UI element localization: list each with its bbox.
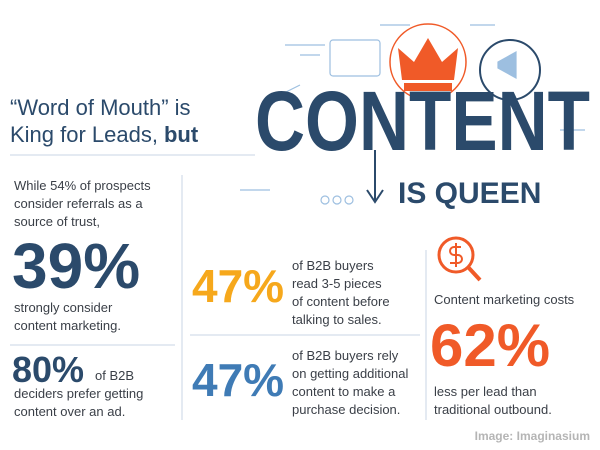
stat-text: of B2B buyers rely bbox=[292, 348, 399, 363]
stat-figure: 47% bbox=[192, 260, 284, 312]
stat-text: on getting additional bbox=[292, 366, 408, 381]
cost-icon bbox=[437, 236, 482, 282]
stat-text: content marketing. bbox=[14, 318, 121, 333]
stat-figure: 80% bbox=[12, 349, 84, 390]
stat-intro: Content marketing costs bbox=[434, 292, 575, 307]
stat-text: of B2B buyers bbox=[292, 258, 374, 273]
stat-text: of B2B bbox=[95, 368, 134, 383]
stat-text: traditional outbound. bbox=[434, 402, 552, 417]
stat-text: content over an ad. bbox=[14, 404, 125, 419]
title-word: CONTENT bbox=[255, 74, 590, 168]
crown bbox=[389, 23, 467, 101]
stat-text: deciders prefer getting bbox=[14, 386, 143, 401]
stat-intro: source of trust, bbox=[14, 214, 100, 229]
stat-text: less per lead than bbox=[434, 384, 537, 399]
header-line: King for Leads, but bbox=[10, 122, 199, 147]
credit: Image: Imaginasium bbox=[475, 429, 590, 443]
stat-figure: 62% bbox=[430, 312, 550, 379]
stat-figure: 47% bbox=[192, 354, 284, 406]
header-emphasis: but bbox=[164, 122, 199, 147]
stat-text: talking to sales. bbox=[292, 312, 382, 327]
arrow bbox=[366, 150, 384, 204]
title-subtitle: IS QUEEN bbox=[398, 177, 541, 210]
stat-text: purchase decision. bbox=[292, 402, 400, 417]
stat-text: read 3-5 pieces bbox=[292, 276, 382, 291]
header-line: “Word of Mouth” is bbox=[10, 95, 191, 120]
stat-text: of content before bbox=[292, 294, 390, 309]
stat-text: content to make a bbox=[292, 384, 396, 399]
decoration bbox=[240, 24, 585, 205]
stat-text: strongly consider bbox=[14, 300, 113, 315]
stat-intro: consider referrals as a bbox=[14, 196, 143, 211]
stat-intro: While 54% of prospects bbox=[14, 178, 151, 193]
stat-figure: 39% bbox=[12, 230, 140, 302]
header-line: King for Leads, bbox=[10, 122, 158, 147]
